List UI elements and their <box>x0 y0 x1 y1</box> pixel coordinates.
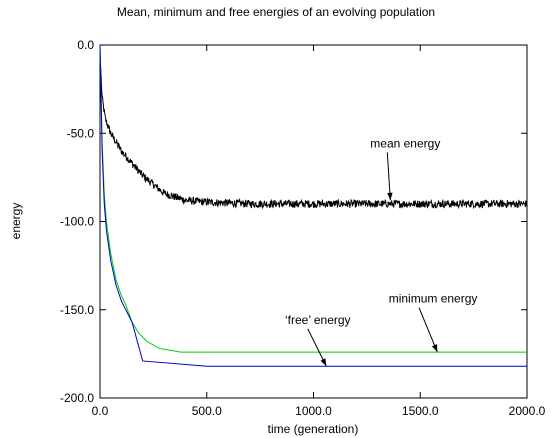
annotation-label-2: ‘free’ energy <box>285 313 351 327</box>
x-tick-label: 500.0 <box>192 404 222 418</box>
y-tick-label: 0.0 <box>77 38 94 52</box>
series-layer <box>99 44 528 367</box>
annotation-arrowhead-0 <box>387 192 393 201</box>
x-tick-label: 2000.0 <box>509 404 546 418</box>
x-tick-label: 1000.0 <box>295 404 332 418</box>
y-tick-label: -200.0 <box>60 391 94 405</box>
annotation-arrow-0 <box>386 152 391 201</box>
annotation-arrowhead-2 <box>320 358 327 367</box>
y-axis-label: energy <box>9 203 23 240</box>
annotation-arrowhead-1 <box>431 344 438 353</box>
x-tick-label: 1500.0 <box>402 404 439 418</box>
series-line-0 <box>99 53 528 210</box>
y-tick-label: -50.0 <box>67 126 95 140</box>
series-line-1 <box>99 44 527 353</box>
chart-title: Mean, minimum and free energies of an ev… <box>117 5 435 19</box>
x-axis-label: time (generation) <box>268 422 359 436</box>
x-tick-label: 0.0 <box>92 404 109 418</box>
y-tick-label: -150.0 <box>60 303 94 317</box>
annotation-label-0: mean energy <box>370 136 440 150</box>
plot-frame <box>99 44 528 399</box>
axis-ticks: 0.0 500.0 1000.0 1500.0 2000.0 0.0 -50.0 -100.0… <box>60 38 546 418</box>
annotation-label-1: minimum energy <box>389 292 478 306</box>
annotation-arrow-1 <box>418 307 438 353</box>
y-tick-label: -100.0 <box>60 215 94 229</box>
annotations: mean energy minimum energy ‘free’ energy <box>285 136 478 367</box>
series-line-2 <box>99 44 527 367</box>
